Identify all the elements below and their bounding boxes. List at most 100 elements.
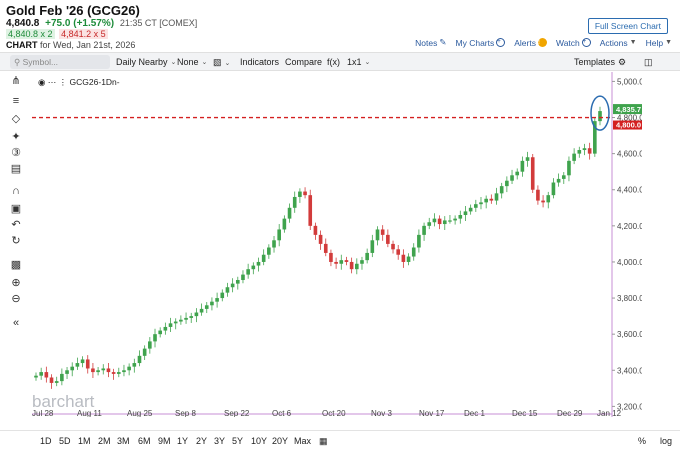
candle-body (505, 180, 509, 187)
templates-button[interactable]: Templates (574, 57, 616, 67)
candle-body (530, 157, 535, 190)
full-screen-chart-button[interactable]: Full Screen Chart (587, 18, 668, 34)
shapes-icon[interactable]: ◇ (11, 113, 21, 125)
watch-label: Watch (555, 37, 580, 48)
candle-body (168, 323, 173, 327)
candle-body (448, 220, 452, 222)
add-icon: + (496, 38, 506, 47)
lock-icon[interactable]: ▣ (10, 203, 22, 215)
candle-body (132, 363, 137, 367)
fx-button[interactable]: f(x) (327, 57, 340, 67)
measure-icon[interactable]: ▤ (10, 163, 22, 175)
dots-icon[interactable]: ⋯ (47, 77, 57, 87)
price-chart[interactable]: 3,200.0 3,400.0 3,600.0 3,800.0 4,000.0 4,200… (32, 72, 642, 417)
candle-body (65, 370, 69, 374)
candle-body (427, 222, 432, 226)
notes-label: Notes (415, 37, 438, 48)
candle-body (386, 234, 390, 244)
watch-link[interactable]: Watch + (556, 38, 591, 48)
symbol-search-input[interactable]: ⚲ Symbol... (10, 55, 110, 69)
period-10y[interactable]: 10Y (251, 436, 268, 446)
fibonacci-icon[interactable]: ③ (11, 147, 21, 159)
my-charts-link[interactable]: My Charts + (456, 38, 506, 48)
chart-date: CHART for Wed, Jan 21st, 2026 (6, 40, 135, 50)
candle-body (158, 330, 162, 335)
timeframe-dropdown[interactable]: Daily Nearby ⌄ (116, 57, 176, 67)
period-3m[interactable]: 3M (117, 436, 130, 446)
highlight-ellipse (590, 95, 610, 131)
period-5y[interactable]: 5Y (232, 436, 244, 446)
level-price-tag (613, 120, 642, 130)
percent-scale-button[interactable]: % (637, 436, 646, 446)
candle-body (148, 341, 152, 349)
candle-body (489, 198, 494, 201)
trendline-icon[interactable]: ≡ (12, 95, 20, 107)
candle-body (339, 260, 344, 264)
candle-body (442, 220, 447, 225)
candle-body (391, 243, 395, 250)
save-icon[interactable]: ◫ (644, 57, 653, 67)
x-tick-label: Oct 20 (322, 409, 346, 417)
settings-icon[interactable]: ⚙ (618, 57, 627, 67)
candle-body (334, 261, 338, 264)
candle-body (598, 111, 602, 122)
alerts-link[interactable]: Alerts! (514, 38, 547, 48)
eye-icon[interactable]: ◉ (38, 77, 46, 87)
period-20y[interactable]: 20Y (272, 436, 289, 446)
chevron-down-icon: ▼ (629, 39, 637, 46)
chart-date-text: for Wed, Jan 21st, 2026 (40, 40, 136, 50)
barchart-watermark: barchart (32, 392, 95, 411)
period-5d[interactable]: 5D (59, 436, 71, 446)
candle-body (546, 195, 551, 203)
x-tick-label: Dec 15 (512, 409, 538, 417)
x-tick-label: Aug 25 (127, 409, 153, 417)
chart-header: Gold Feb '26 (GCG26) 4,840.8 +75.0 (+1.5… (6, 2, 674, 52)
price-line: 4,840.8 +75.0 (+1.57%) 21:35 CT [COMEX] (6, 18, 197, 29)
candle-icon: ▧ (213, 57, 222, 67)
undo-icon[interactable]: ↶ (11, 219, 21, 231)
x-tick-label: Sep 8 (175, 409, 196, 417)
period-6m[interactable]: 6M (138, 436, 151, 446)
redo-icon[interactable]: ↻ (11, 235, 21, 247)
log-scale-button[interactable]: log (659, 436, 672, 446)
period-max[interactable]: Max (294, 436, 312, 446)
chart-type-button[interactable]: ▧ ⌄ (213, 57, 230, 68)
edit-icon: ✎ (439, 37, 447, 47)
overlay-dropdown[interactable]: None ⌄ (177, 57, 207, 67)
actions-menu[interactable]: Actions ▼ (600, 38, 637, 48)
period-2m[interactable]: 2M (98, 436, 111, 446)
period-1m[interactable]: 1M (78, 436, 91, 446)
brush-icon[interactable]: ✦ (11, 131, 21, 143)
trash-icon[interactable]: ▩ (10, 259, 22, 271)
candle-body (70, 366, 75, 371)
drag-handle-icon[interactable]: ⋮ (58, 77, 68, 87)
indicators-button[interactable]: Indicators (240, 57, 280, 67)
period-1y[interactable]: 1Y (177, 436, 189, 446)
y-tick-label: 3,400.0 (617, 366, 642, 375)
x-tick-label: Aug 11 (77, 409, 102, 417)
candle-body (204, 305, 209, 309)
chart-label: CHART (6, 40, 38, 50)
chart-toolbar: ⚲ Symbol... Daily Nearby ⌄ None ⌄ ▧ ⌄ Indic… (0, 52, 680, 71)
period-2y[interactable]: 2Y (196, 436, 208, 446)
help-menu[interactable]: Help ▼ (646, 38, 672, 48)
notes-link[interactable]: Notes ✎ (415, 37, 446, 48)
period-9m[interactable]: 9M (158, 436, 171, 446)
x-tick-label: Jan 12 (597, 409, 622, 417)
calendar-icon[interactable]: ▦ (319, 436, 328, 446)
collapse-icon[interactable]: « (12, 317, 20, 329)
candle-body (401, 254, 406, 262)
candle-body (287, 207, 292, 219)
crosshair-icon[interactable]: ⋔ (11, 75, 21, 87)
bid-quote: 4,840.8 x 2 (6, 29, 55, 39)
compare-button[interactable]: Compare (285, 57, 323, 67)
candle-body (261, 254, 266, 262)
period-1d[interactable]: 1D (40, 436, 52, 446)
layout-dropdown[interactable]: 1x1 ⌄ (347, 57, 370, 67)
magnet-icon[interactable]: ∩ (12, 185, 20, 197)
candle-body (85, 359, 90, 369)
period-3y[interactable]: 3Y (214, 436, 226, 446)
zoom-out-icon[interactable]: ⊖ (11, 293, 21, 305)
zoom-in-icon[interactable]: ⊕ (11, 277, 21, 289)
candle-body (396, 249, 401, 255)
